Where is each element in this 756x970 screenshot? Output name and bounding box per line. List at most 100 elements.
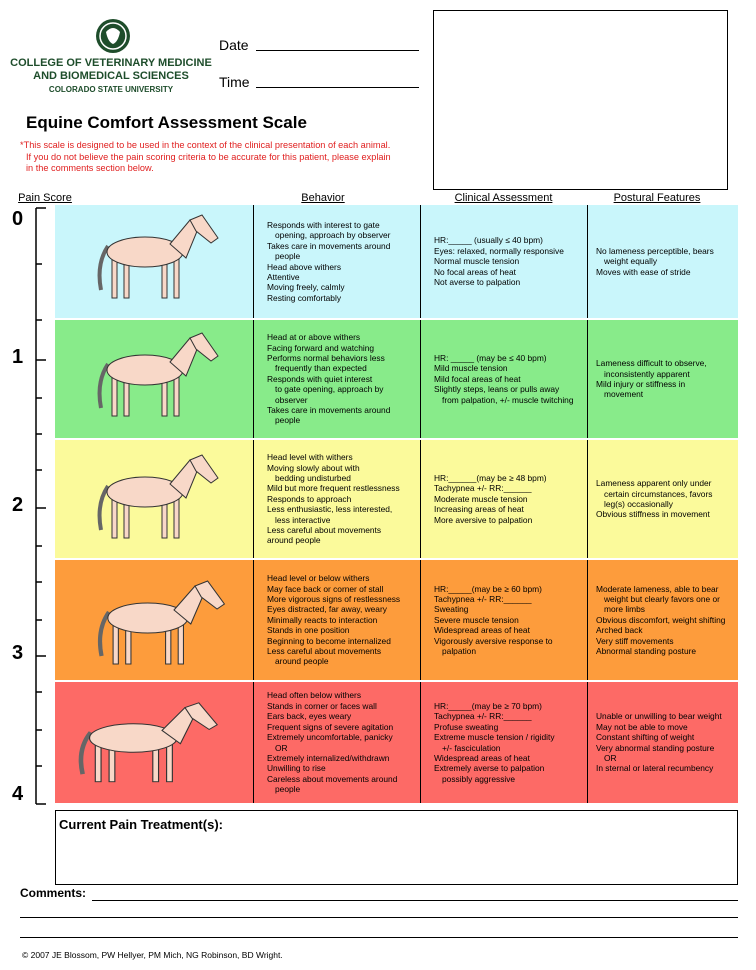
behavior-item: Resting comfortably [267, 293, 420, 303]
behavior-line: less interactive [275, 514, 331, 525]
postural-item: No lameness perceptible, bears weight equ… [596, 246, 738, 267]
postural-item: Arched back [596, 625, 738, 635]
behavior-line: Takes care in movements around [267, 240, 391, 251]
clinical-cell: HR:______(may be ≥ 48 bpm) Tachypnea +/- … [420, 440, 587, 558]
pain-score: 1 [12, 346, 24, 368]
behavior-item: Head above withers [267, 262, 420, 272]
postural-line: Abnormal standing posture [596, 646, 697, 657]
behavior-item: Moving freely, calmly [267, 282, 420, 292]
behavior-line: Head often below withers [267, 690, 362, 701]
postural-line: No lameness perceptible, bears [596, 245, 714, 256]
postural-line: weight but clearly favors one or [604, 593, 720, 604]
behavior-line: More vigorous signs of restlessness [267, 593, 401, 604]
behavior-line: Careless about movements around [267, 773, 398, 784]
clinical-cell: HR: _____ (may be ≤ 40 bpm) Mild muscle t… [420, 320, 587, 438]
behavior-line: Eyes distracted, far away, weary [267, 604, 387, 615]
clinical-line: Extremely averse to palpation [434, 763, 545, 774]
clinical-line: Increasing areas of heat [434, 504, 524, 515]
logo-emblem [96, 19, 130, 53]
postural-line: Mild injury or stiffness in [596, 379, 686, 389]
treatment-box: Current Pain Treatment(s): [55, 810, 738, 885]
score-row: Head at or above withers Facing forward a… [55, 320, 738, 438]
postural-item: Unable or unwilling to bear weight [596, 711, 738, 721]
behavior-item: Takes care in movements around people [267, 405, 420, 426]
clinical-line: Mild muscle tension [434, 363, 508, 374]
postural-line: Obvious stiffness in movement [596, 509, 710, 520]
clinical-item: Mild muscle tension [434, 363, 587, 373]
postural-item: Abnormal standing posture [596, 646, 738, 656]
behavior-item: May face back or corner of stall [267, 584, 420, 594]
postural-line: leg(s) occasionally [604, 499, 673, 509]
score-row: Responds with interest to gate opening, a… [55, 205, 738, 318]
behavior-line: people [275, 415, 301, 426]
postural-item: Obvious discomfort, weight shifting [596, 615, 738, 625]
behavior-item: Stands in one position [267, 625, 420, 635]
clinical-item: Tachypnea +/- RR:______ [434, 594, 587, 604]
behavior-line: Beginning to become internalized [267, 635, 391, 646]
behavior-item: Moving slowly about with bedding undistur… [267, 463, 420, 484]
behavior-line: Less careful about movements [267, 525, 382, 536]
behavior-line: Mild but more frequent restlessness [267, 483, 400, 494]
comment-line [20, 923, 738, 938]
clinical-item: Tachypnea +/- RR:______ [434, 711, 587, 721]
postural-line: Very abnormal standing posture [596, 742, 715, 753]
behavior-line: Responds to approach [267, 493, 352, 504]
behavior-line: Head level with withers [267, 452, 353, 463]
behavior-line: Moving slowly about with [267, 462, 360, 473]
clinical-line: Severe muscle tension [434, 614, 519, 625]
clinical-item: HR:_____(may be ≥ 70 bpm) [434, 701, 587, 711]
behavior-item: Head level with withers [267, 452, 420, 462]
behavior-line: around people [267, 535, 321, 546]
postural-line: OR [604, 752, 617, 763]
clinical-line: Moderate muscle tension [434, 493, 528, 504]
clinical-item: HR: _____ (may be ≤ 40 bpm) [434, 353, 587, 363]
postural-cell: No lameness perceptible, bears weight equ… [587, 205, 738, 318]
behavior-item: Responds to approach [267, 494, 420, 504]
postural-item: Lameness difficult to observe, inconsiste… [596, 358, 738, 379]
behavior-line: Head at or above withers [267, 332, 361, 343]
postural-line: May not be able to move [596, 721, 688, 732]
clinical-item: Eyes: relaxed, normally responsive [434, 246, 587, 256]
behavior-item: Responds with quiet interest to gate open… [267, 374, 420, 405]
column-header: Clinical Assessment [454, 192, 553, 204]
behavior-item: Facing forward and watching [267, 343, 420, 353]
clinical-item: Profuse sweating [434, 722, 587, 732]
clinical-item: Slightly steps, leans or pulls away from … [434, 384, 587, 405]
behavior-line: Less enthusiastic, less interested, [267, 504, 393, 515]
behavior-item: More vigorous signs of restlessness [267, 594, 420, 604]
behavior-line: observer [275, 394, 308, 405]
behavior-line: Frequent signs of severe agitation [267, 721, 394, 732]
postural-line: Lameness difficult to observe, [596, 358, 707, 369]
clinical-line: Not averse to palpation [434, 277, 521, 288]
behavior-item: Less enthusiastic, less interested, less … [267, 504, 420, 525]
behavior-cell: Responds with interest to gate opening, a… [253, 205, 420, 318]
behavior-line: Less careful about movements [267, 646, 382, 657]
clinical-line: Vigorously aversive response to [434, 635, 553, 646]
clinical-line: HR: _____ (may be ≤ 40 bpm) [434, 352, 547, 363]
behavior-line: Takes care in movements around [267, 405, 391, 416]
college-line-1: COLLEGE OF VETERINARY MEDICINE [10, 57, 212, 69]
clinical-cell: HR:_____ (usually ≤ 40 bpm) Eyes: relaxed… [420, 205, 587, 318]
postural-item: Obvious stiffness in movement [596, 509, 738, 519]
score-row: Head often below withers Stands in corner… [55, 682, 738, 803]
note: *This scale is designed to be used in th… [20, 140, 430, 175]
postural-line: Lameness apparent only under [596, 478, 712, 489]
clinical-item: Normal muscle tension [434, 256, 587, 266]
behavior-line: bedding undisturbed [275, 472, 351, 483]
behavior-cell: Head often below withers Stands in corner… [253, 682, 420, 803]
score-row: Head level or below withers May face back… [55, 560, 738, 680]
behavior-line: Stands in corner or faces wall [267, 700, 377, 711]
postural-item: In sternal or lateral recumbency [596, 763, 738, 773]
postural-cell: Unable or unwilling to bear weight May no… [587, 682, 738, 803]
university: COLORADO STATE UNIVERSITY [48, 85, 174, 94]
clinical-item: Increasing areas of heat [434, 504, 587, 514]
behavior-line: opening, approach by observer [275, 230, 391, 241]
clinical-item: Not averse to palpation [434, 277, 587, 287]
clinical-line: Widespread areas of heat [434, 625, 530, 636]
behavior-item: Stands in corner or faces wall [267, 701, 420, 711]
postural-line: Arched back [596, 625, 643, 636]
postural-line: Moves with ease of stride [596, 266, 691, 277]
postural-line: more limbs [604, 604, 645, 615]
postural-item: Constant shifting of weight [596, 732, 738, 742]
behavior-line: Extremely internalized/withdrawn [267, 752, 390, 763]
